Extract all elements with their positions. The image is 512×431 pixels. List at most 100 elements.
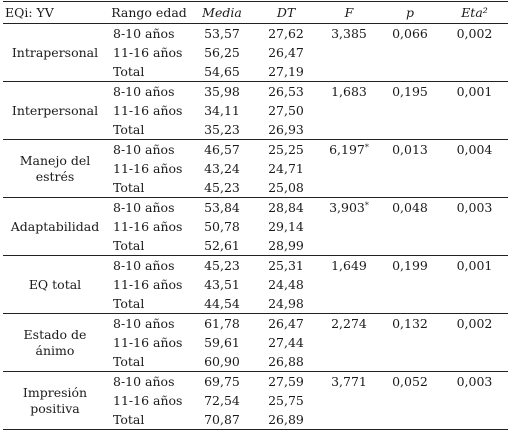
table-group: Impresión positiva 8-10 años 69,75 27,59 3,7… [3,372,508,430]
group-label: 8-10 años [113,26,175,41]
group-label: 8-10 años [113,84,175,99]
f-value: 6,197 [329,142,365,157]
dt-value: 27,19 [268,64,304,79]
media-value: 56,25 [204,45,240,60]
table-row: Total 70,87 26,89 [3,410,508,430]
dt-value: 26,47 [268,45,304,60]
media-value: 43,24 [204,161,240,176]
header-p: p [405,5,414,20]
media-value: 43,51 [204,277,240,292]
eta-value: 0,002 [456,316,493,331]
table-row: Adaptabilidad 8-10 años 53,84 28,84 3,903* 0,… [3,198,508,234]
dt-value: 25,25 [268,142,304,157]
group-label: Total [113,412,145,427]
table-row: Intrapersonal 8-10 años 53,57 27,62 3,385 0,0… [3,24,508,60]
significance-mark: * [364,201,369,210]
table-row: Total 54,65 27,19 [3,62,508,82]
group-label: 11-16 años [113,103,183,118]
dt-value: 24,48 [268,277,304,292]
f-value: 1,649 [331,258,367,273]
dt-value: 25,75 [268,393,304,408]
table-group: Intrapersonal 8-10 años 53,57 27,62 3,385 0,0… [3,24,508,82]
group-label: 11-16 años [113,335,183,350]
group-label: 11-16 años [113,219,183,234]
f-value-cell: 1,649 [319,256,379,314]
table-row: Manejo del estrés 8-10 años 46,57 25,25 6,19… [3,140,508,184]
variable-label: Interpersonal [11,102,99,118]
group-label: Total [113,180,145,195]
eta-value: 0,001 [456,84,493,99]
table-group: Estado de ánimo 8-10 años 61,78 26,47 2,274 0… [3,314,508,372]
group-label: 11-16 años [113,161,183,176]
dt-value: 27,44 [268,335,304,350]
dt-value: 26,89 [268,412,304,427]
dt-value: 28,99 [268,238,304,253]
variable-label: Estado de ánimo [23,326,87,358]
table-row: 11-16 años 59,61 27,44 [3,333,508,352]
p-value: 0,132 [392,316,428,331]
dt-value: 26,47 [268,316,304,331]
variable-label: EQ total [28,276,82,292]
dt-value: 25,31 [268,258,304,273]
media-value: 34,11 [204,103,240,118]
significance-mark: * [364,143,369,152]
p-value: 0,195 [392,84,428,99]
p-value: 0,013 [392,142,428,157]
media-value: 53,84 [204,200,240,215]
group-label: Total [113,354,145,369]
f-value: 3,385 [331,26,367,41]
header-dt: DT [276,5,296,20]
table-group: Manejo del estrés 8-10 años 46,57 25,25 6,19… [3,140,508,198]
table-group: Adaptabilidad 8-10 años 53,84 28,84 3,903* 0,… [3,198,508,256]
media-value: 70,87 [204,412,240,427]
media-value: 45,23 [204,180,240,195]
header-rango-edad: Rango edad [111,5,187,20]
f-value: 2,274 [331,316,367,331]
table-header: EQi: YV Rango edad Media DT F p Eta² [3,1,508,24]
media-value: 52,61 [204,238,240,253]
media-value: 59,61 [204,335,240,350]
media-value: 60,90 [204,354,240,369]
f-value-cell: 2,274 [319,314,379,372]
group-label: 11-16 años [113,277,183,292]
header-eta: Eta² [461,5,488,20]
dt-value: 28,84 [268,200,304,215]
dt-value: 27,50 [268,103,304,118]
table-row: Total 45,23 25,08 [3,178,508,198]
table-row: EQ total 8-10 años 45,23 25,31 1,649 0,199 0,0… [3,256,508,292]
dt-value: 26,88 [268,354,304,369]
table-row: 11-16 años 34,11 27,50 [3,101,508,120]
dt-value: 26,53 [268,84,304,99]
header-row: EQi: YV Rango edad Media DT F p Eta² [3,1,508,24]
eta-value: 0,004 [456,142,493,157]
p-value: 0,052 [392,374,428,389]
group-label: 8-10 años [113,200,175,215]
table-row: 11-16 años 43,51 24,48 [3,275,508,294]
f-value: 3,771 [331,374,367,389]
group-label: 8-10 años [113,142,175,157]
table-row: Impresión positiva 8-10 años 69,75 27,59 3,7… [3,372,508,416]
variable-label: Adaptabilidad [10,218,100,234]
f-value: 3,903 [329,200,365,215]
table-row: 11-16 años 72,54 25,75 [3,391,508,410]
group-label: 8-10 años [113,316,175,331]
f-value-cell: 6,197* [319,140,379,198]
media-value: 53,57 [204,26,240,41]
f-value-cell: 3,903* [319,198,379,256]
f-value: 1,683 [331,84,367,99]
group-label: Total [113,64,145,79]
variable-label: Intrapersonal [11,44,99,60]
media-value: 35,98 [204,84,240,99]
table-group: EQ total 8-10 años 45,23 25,31 1,649 0,199 0,0… [3,256,508,314]
media-value: 72,54 [204,393,240,408]
media-value: 44,54 [204,296,240,311]
variable-label: Impresión positiva [22,384,88,416]
table-group: Interpersonal 8-10 años 35,98 26,53 1,683 0,1… [3,82,508,140]
media-value: 46,57 [204,142,240,157]
media-value: 69,75 [204,374,240,389]
table-row: Total 52,61 28,99 [3,236,508,256]
p-value: 0,199 [392,258,428,273]
media-value: 54,65 [204,64,240,79]
table-row: Total 60,90 26,88 [3,352,508,372]
